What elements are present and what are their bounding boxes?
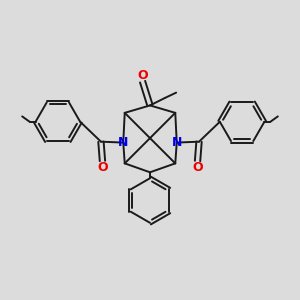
Text: O: O <box>192 161 203 174</box>
Text: N: N <box>118 136 128 149</box>
Text: O: O <box>97 161 108 174</box>
Text: O: O <box>137 69 148 82</box>
Text: N: N <box>172 136 182 149</box>
